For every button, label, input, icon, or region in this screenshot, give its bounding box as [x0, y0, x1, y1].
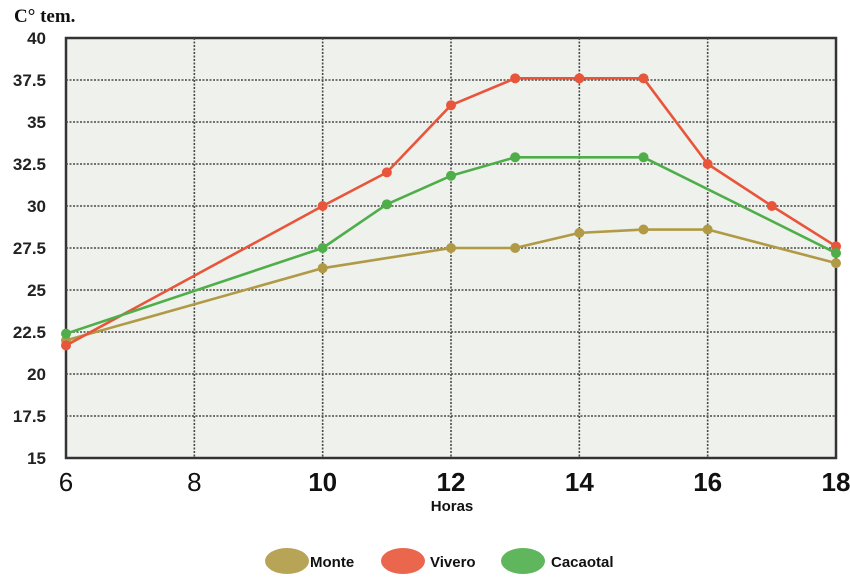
data-point — [638, 224, 649, 235]
y-tick-label: 17.5 — [13, 407, 46, 426]
legend-swatch — [265, 548, 309, 574]
x-tick-label: 10 — [308, 467, 337, 497]
y-tick-label: 35 — [27, 113, 46, 132]
legend-item-monte: Monte — [265, 548, 354, 574]
data-point — [381, 199, 392, 210]
y-tick-label: 32.5 — [13, 155, 46, 174]
data-point — [574, 227, 585, 238]
y-tick-labels: 15 17.5 20 22.5 25 27.5 30 32.5 35 37.5 40 — [13, 29, 46, 468]
y-tick-label: 15 — [27, 449, 46, 468]
data-point — [766, 201, 777, 211]
data-point — [702, 159, 713, 169]
data-point — [381, 167, 392, 178]
data-point — [510, 152, 521, 163]
x-tick-label: 12 — [437, 467, 466, 497]
data-point — [61, 340, 71, 351]
data-point — [638, 73, 649, 84]
legend: Monte Vivero Cacaotal — [265, 548, 614, 574]
legend-swatch — [501, 548, 545, 574]
y-tick-label: 25 — [27, 281, 46, 300]
legend-label: Monte — [310, 554, 354, 571]
data-point — [702, 224, 713, 235]
series-line — [65, 77, 837, 347]
data-series — [61, 73, 841, 351]
y-axis-title: C° tem. — [14, 6, 75, 27]
data-point — [638, 152, 649, 163]
data-point — [317, 243, 328, 253]
legend-item-cacaotal: Cacaotal — [501, 548, 614, 574]
y-tick-label: 30 — [27, 197, 46, 216]
data-point — [317, 263, 328, 274]
data-point — [446, 243, 456, 253]
y-tick-label: 22.5 — [13, 323, 46, 342]
x-axis-title: Horas — [431, 498, 474, 515]
x-tick-label: 14 — [565, 467, 594, 497]
data-point — [510, 243, 521, 253]
legend-swatch — [381, 548, 425, 574]
y-tick-label: 40 — [27, 29, 46, 48]
legend-item-vivero: Vivero — [381, 548, 476, 574]
data-point — [446, 100, 456, 111]
data-point — [446, 170, 456, 181]
legend-label: Vivero — [430, 554, 476, 571]
x-tick-label: 16 — [693, 467, 722, 497]
data-point — [831, 258, 841, 269]
data-point — [574, 73, 585, 84]
x-tick-label: 8 — [187, 467, 201, 497]
data-point — [317, 201, 328, 211]
data-point — [510, 73, 521, 84]
legend-label: Cacaotal — [551, 554, 614, 571]
y-tick-label: 20 — [27, 365, 46, 384]
series-cacaotal — [61, 152, 841, 339]
series-line — [65, 228, 837, 342]
data-point — [61, 328, 71, 339]
x-tick-label: 6 — [59, 467, 73, 497]
y-tick-label: 37.5 — [13, 71, 46, 90]
x-tick-labels: 6 8 10 12 14 16 18 — [59, 467, 850, 497]
data-point — [831, 248, 841, 259]
y-tick-label: 27.5 — [13, 239, 46, 258]
x-tick-label: 18 — [822, 467, 850, 497]
